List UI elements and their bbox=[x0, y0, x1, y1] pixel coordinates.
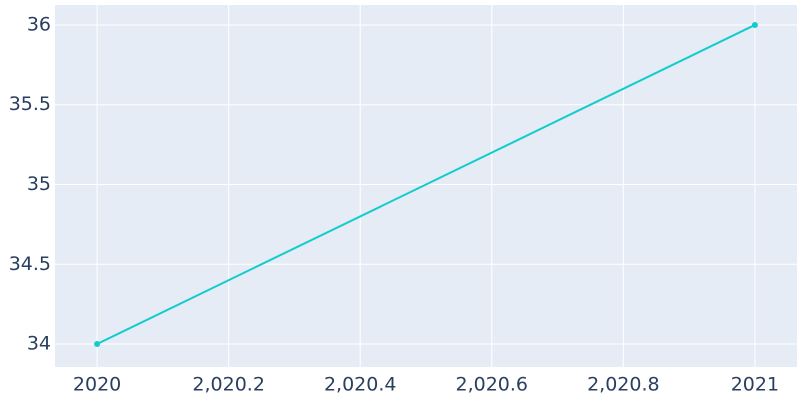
x-tick-label: 2,020.6 bbox=[456, 374, 529, 396]
y-tick-label: 35.5 bbox=[9, 93, 51, 115]
data-point bbox=[751, 21, 758, 28]
data-line bbox=[96, 24, 756, 345]
y-tick-label: 36 bbox=[27, 13, 51, 35]
x-tick-label: 2020 bbox=[73, 374, 121, 396]
x-tick-label: 2021 bbox=[731, 374, 779, 396]
x-tick-label: 2,020.4 bbox=[324, 374, 397, 396]
x-tick-label: 2,020.2 bbox=[192, 374, 265, 396]
y-tick-label: 34.5 bbox=[9, 253, 51, 275]
y-tick-label: 35 bbox=[27, 173, 51, 195]
x-tick-label: 2,020.8 bbox=[587, 374, 660, 396]
data-point bbox=[94, 341, 101, 348]
y-tick-label: 34 bbox=[27, 333, 51, 355]
